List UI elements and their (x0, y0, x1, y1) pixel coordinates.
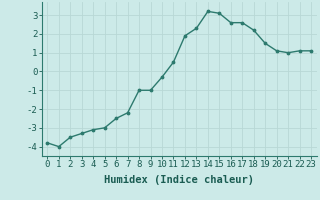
X-axis label: Humidex (Indice chaleur): Humidex (Indice chaleur) (104, 175, 254, 185)
